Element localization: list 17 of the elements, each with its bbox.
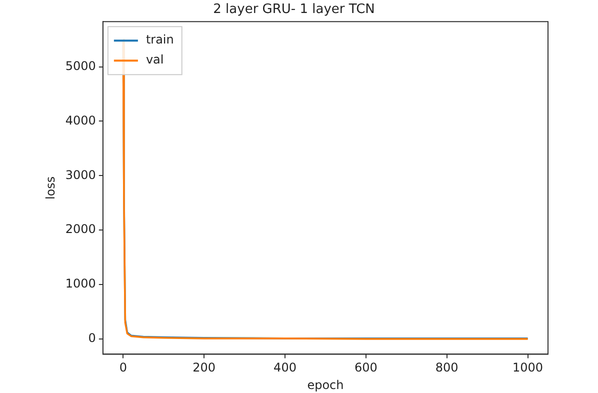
x-tick-label: 0: [119, 360, 127, 375]
x-tick-label: 800: [435, 360, 458, 375]
x-tick-label: 1000: [512, 360, 544, 375]
y-tick-label: 4000: [65, 113, 96, 128]
y-tick-label: 0: [88, 331, 96, 346]
legend-label: train: [146, 32, 174, 47]
x-tick-label: 600: [354, 360, 378, 375]
chart-title: 2 layer GRU- 1 layer TCN: [213, 2, 375, 18]
y-tick-label: 3000: [65, 168, 96, 182]
x-axis-title: epoch: [307, 378, 344, 392]
legend-label: val: [146, 52, 164, 67]
y-tick-label: 1000: [65, 276, 96, 291]
x-tick-label: 400: [274, 360, 296, 375]
y-tick-label: 2000: [65, 222, 96, 236]
x-tick-label: 200: [192, 360, 216, 375]
y-axis-title: loss: [43, 176, 58, 200]
y-tick-label: 5000: [65, 58, 96, 73]
